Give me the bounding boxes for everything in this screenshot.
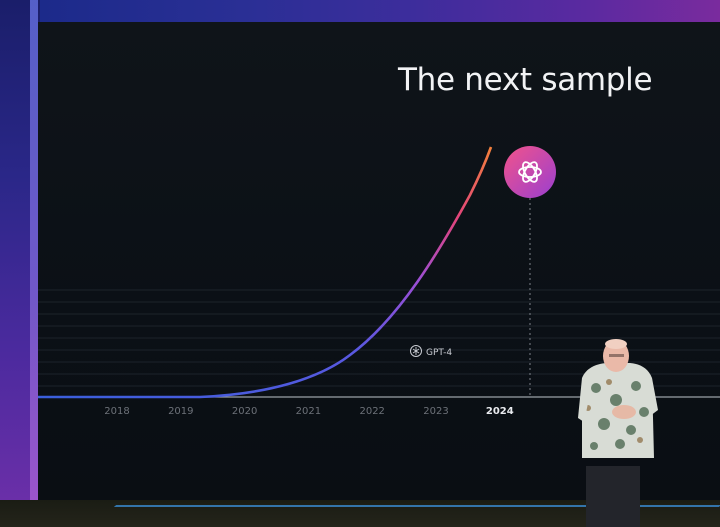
gpt4-label: GPT-4 [426, 348, 452, 358]
x-tick-2018: 2018 [104, 406, 129, 417]
slide-title: The next sample [398, 62, 653, 98]
gpt4-marker: GPT-4 [410, 345, 452, 358]
openai-badge [504, 146, 556, 198]
x-tick-2020: 2020 [232, 406, 257, 417]
x-tick-2024: 2024 [486, 406, 514, 417]
x-tick-2022: 2022 [359, 406, 384, 417]
x-tick-2023: 2023 [423, 406, 448, 417]
top-light-strip [40, 0, 720, 24]
gpt4-logo-icon [410, 345, 422, 357]
presenter [578, 339, 658, 527]
left-wall-light [30, 0, 38, 500]
x-tick-2019: 2019 [168, 406, 193, 417]
badge-circle [504, 146, 556, 198]
x-tick-2021: 2021 [296, 406, 321, 417]
openai-logo-icon [518, 161, 542, 183]
growth-curve [38, 146, 493, 399]
x-axis-ticks: 2018 2019 2020 2021 2022 2023 2024 [104, 406, 513, 417]
